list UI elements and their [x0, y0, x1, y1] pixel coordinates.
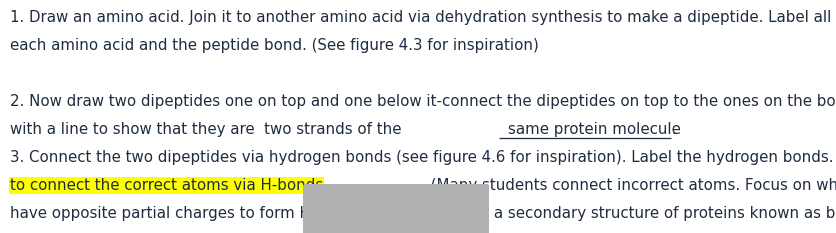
Text: 1. Draw an amino acid. Join it to another amino acid via dehydration synthesis t: 1. Draw an amino acid. Join it to anothe…	[10, 10, 836, 25]
Text: 2. Now draw two dipeptides one on top and one below it-connect the dipeptides on: 2. Now draw two dipeptides one on top an…	[10, 94, 836, 109]
Text: with a line to show that they are  two strands of the: with a line to show that they are two st…	[10, 122, 406, 137]
Text: same protein molecule: same protein molecule	[508, 122, 681, 137]
Text: have opposite partial charges to form H-bond). You have drawn a secondary struct: have opposite partial charges to form H-…	[10, 206, 836, 221]
Text: 3. Connect the two dipeptides via hydrogen bonds (see figure 4.6 for inspiration: 3. Connect the two dipeptides via hydrog…	[10, 150, 836, 165]
Text: to connect the correct atoms via H-bonds: to connect the correct atoms via H-bonds	[10, 178, 324, 193]
FancyBboxPatch shape	[303, 184, 489, 233]
Text: each amino acid and the peptide bond. (See figure 4.3 for inspiration): each amino acid and the peptide bond. (S…	[10, 38, 539, 53]
Text: .: .	[671, 122, 676, 137]
Text: (Many students connect incorrect atoms. Focus on which atoms will: (Many students connect incorrect atoms. …	[426, 178, 836, 193]
